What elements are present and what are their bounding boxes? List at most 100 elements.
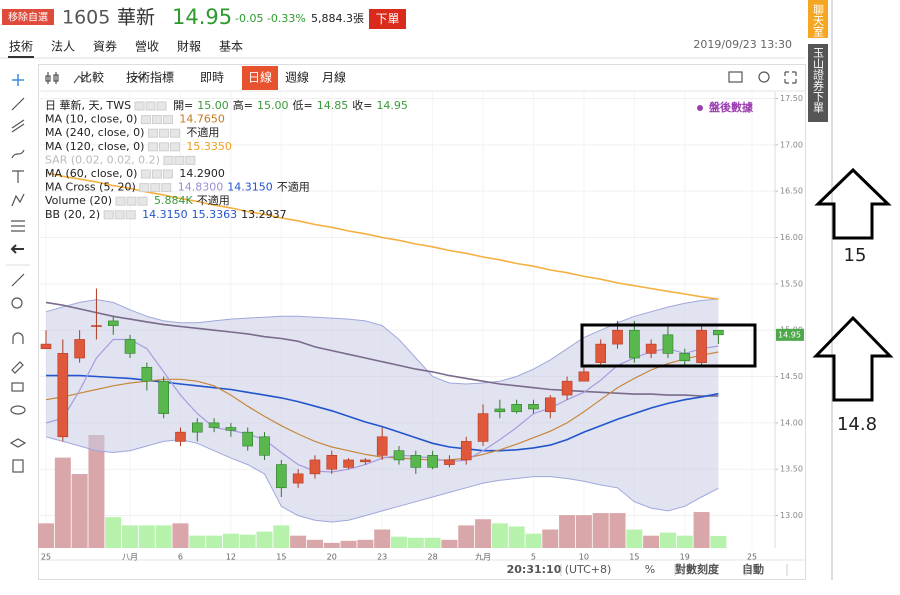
pattern-tool[interactable] <box>11 193 25 207</box>
up-arrow <box>814 167 892 240</box>
trash-tool[interactable] <box>12 459 24 473</box>
order-tab-bg[interactable] <box>808 44 828 122</box>
y-tick-label: 17.50 <box>780 94 803 103</box>
legend-icon[interactable] <box>147 142 158 152</box>
legend-icon[interactable] <box>161 183 172 193</box>
volume-bar <box>306 539 323 548</box>
legend-icon[interactable] <box>134 101 145 111</box>
tab[interactable]: 基本 <box>219 40 243 54</box>
compare-icon[interactable] <box>73 72 89 84</box>
candle-body <box>158 380 169 414</box>
legend-icon[interactable] <box>158 128 169 138</box>
volume-bar <box>357 539 374 548</box>
brush-tool[interactable] <box>11 149 25 159</box>
ma-line <box>45 301 719 397</box>
legend-text: 14.3150 <box>227 181 273 194</box>
fullscreen-icon[interactable] <box>784 71 797 84</box>
legend-icon[interactable] <box>156 101 167 111</box>
toolbar-button[interactable]: 即時 <box>200 71 224 85</box>
order-button[interactable]: 下單 <box>375 12 399 26</box>
legend-icon[interactable] <box>147 128 158 138</box>
eye-tool[interactable] <box>10 405 26 415</box>
tab[interactable]: 財報 <box>177 39 201 54</box>
chat-tab-bg[interactable] <box>808 0 828 38</box>
back-tool[interactable] <box>10 244 24 254</box>
legend-text: 15.00 <box>257 99 289 112</box>
legend-icon[interactable] <box>174 155 185 165</box>
order-button-bg[interactable] <box>369 9 406 29</box>
remove-button[interactable]: 移除自選 <box>8 11 48 24</box>
candle-icon[interactable] <box>45 72 59 84</box>
lock-tool[interactable] <box>11 382 24 392</box>
toolbar-button[interactable]: 日線 <box>248 70 272 85</box>
legend-icon[interactable] <box>145 101 156 111</box>
tab[interactable]: 營收 <box>135 40 159 54</box>
volume-bar <box>592 513 609 548</box>
tab[interactable]: 資券 <box>93 39 117 54</box>
legend-icon[interactable] <box>169 142 180 152</box>
post-market-label[interactable]: 盤後數據 <box>708 100 754 114</box>
legend-text: MA Cross (5, 20) <box>45 181 136 194</box>
tab[interactable]: 法人 <box>51 40 75 54</box>
legend-icon[interactable] <box>125 210 136 220</box>
lock-draw-tool[interactable] <box>11 361 24 374</box>
toolbar-button[interactable]: 月線 <box>322 70 346 85</box>
volume-bar <box>323 542 340 548</box>
legend-icon[interactable] <box>162 115 173 125</box>
legend-icon[interactable] <box>162 169 173 179</box>
layers-tool[interactable] <box>9 438 27 448</box>
order-tab[interactable]: 玉山證券下單 <box>812 47 825 113</box>
last-price-tag <box>776 328 804 341</box>
candle-body <box>107 320 119 326</box>
plot: 13.00 13.50 14.00 14.50 15.00 15.50 16.00 16.50… <box>38 92 804 562</box>
settings-icon[interactable] <box>758 71 770 83</box>
status-item[interactable]: 對數刻度 <box>675 562 720 576</box>
legend-icon[interactable] <box>163 155 174 165</box>
volume-bar <box>105 517 122 548</box>
crosshair-tool[interactable] <box>12 74 24 86</box>
legend-icon[interactable] <box>150 183 161 193</box>
drawing-tools <box>6 74 30 473</box>
candle-body <box>696 329 707 363</box>
legend-icon[interactable] <box>126 196 137 206</box>
channel-tool[interactable] <box>11 119 25 133</box>
chat-tab[interactable]: 聊天室 <box>812 3 825 37</box>
legend-icon[interactable] <box>151 115 162 125</box>
toolbar-button[interactable]: 週線 <box>285 70 309 85</box>
zoom-tool[interactable] <box>11 297 23 309</box>
volume-bar <box>391 536 407 548</box>
stock-name: 華新 <box>117 7 155 29</box>
remove-button-bg[interactable] <box>2 9 54 25</box>
toolbar-button[interactable]: 技術指標 <box>126 70 174 85</box>
tab[interactable]: 技術 <box>9 40 33 54</box>
magnet-tool[interactable] <box>12 332 24 344</box>
toolbar-button[interactable]: 比較 <box>80 70 104 85</box>
legend-icon[interactable] <box>169 128 180 138</box>
candle-body <box>528 404 539 410</box>
legend-icon[interactable] <box>137 196 148 206</box>
legend-icon[interactable] <box>158 142 169 152</box>
fib-tool[interactable] <box>11 220 25 232</box>
candle-body <box>360 459 371 463</box>
line-tool[interactable] <box>11 97 25 111</box>
legend-icon[interactable] <box>140 169 151 179</box>
legend-icon[interactable] <box>139 183 150 193</box>
indicator-icon[interactable] <box>131 72 147 83</box>
legend-icon[interactable] <box>151 169 162 179</box>
legend-icon[interactable] <box>115 196 126 206</box>
legend-icon[interactable] <box>140 115 151 125</box>
ruler-tool[interactable] <box>11 273 25 287</box>
status-item[interactable]: 自動 <box>742 562 764 576</box>
status-item[interactable]: % <box>645 563 655 576</box>
volume-bar <box>256 531 273 548</box>
candle-body <box>242 431 254 447</box>
camera-icon[interactable] <box>728 71 743 83</box>
candle-body <box>141 366 153 382</box>
legend-icon[interactable] <box>185 155 196 165</box>
legend-text: 15.3350 <box>186 140 232 153</box>
candle-body <box>645 343 657 354</box>
legend-icon[interactable] <box>103 210 114 220</box>
text-tool[interactable] <box>12 170 24 183</box>
candle-body <box>410 455 422 468</box>
legend-icon[interactable] <box>114 210 125 220</box>
